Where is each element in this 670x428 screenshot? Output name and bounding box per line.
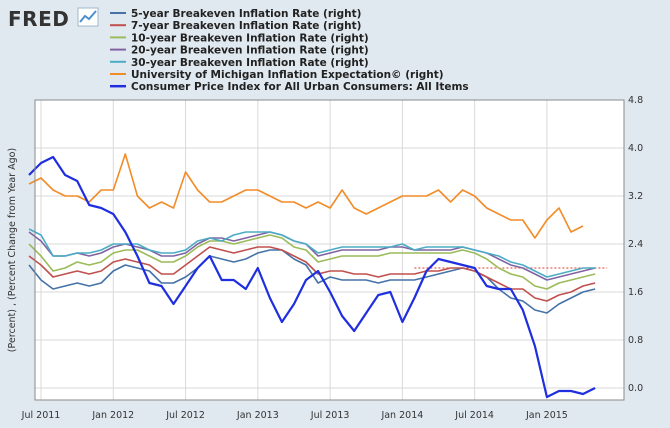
y-tick-label: 3.2 [628, 191, 643, 202]
y-tick-label: 2.4 [628, 239, 643, 250]
legend-entry: 7-year Breakeven Inflation Rate (right) [110, 20, 361, 32]
legend: 5-year Breakeven Inflation Rate (right)7… [110, 8, 469, 93]
legend-entry: Consumer Price Index for All Urban Consu… [110, 81, 469, 93]
legend-label: 7-year Breakeven Inflation Rate (right) [131, 20, 361, 32]
series-line-6 [28, 153, 584, 239]
series-line-3 [28, 234, 596, 290]
series-layer [28, 153, 596, 399]
x-tick-label: Jan 2013 [236, 410, 279, 421]
series-line-1 [28, 249, 596, 314]
y-tick-label: 1.6 [628, 287, 643, 298]
legend-label: 10-year Breakeven Inflation Rate (right) [131, 32, 369, 44]
x-tick-label: Jul 2014 [454, 410, 494, 421]
legend-label: 30-year Breakeven Inflation Rate (right) [131, 57, 369, 69]
series-line-2 [28, 246, 596, 302]
plot-frame [34, 99, 625, 401]
legend-entry: 30-year Breakeven Inflation Rate (right) [110, 57, 369, 69]
fred-logo[interactable]: FRED [8, 7, 99, 31]
legend-entry: 5-year Breakeven Inflation Rate (right) [110, 8, 361, 20]
legend-label: 5-year Breakeven Inflation Rate (right) [131, 8, 361, 20]
y-tick-label: 4.8 [628, 95, 643, 106]
legend-label: University of Michigan Inflation Expecta… [131, 69, 444, 81]
series-line-7 [28, 155, 596, 399]
y-tick-label: 0.0 [628, 383, 643, 394]
y-tick-label: 0.8 [628, 335, 643, 346]
legend-entry: 20-year Breakeven Inflation Rate (right) [110, 45, 369, 57]
legend-entry: 10-year Breakeven Inflation Rate (right) [110, 32, 369, 44]
legend-label: 20-year Breakeven Inflation Rate (right) [131, 45, 369, 57]
x-tick-label: Jul 2012 [165, 410, 205, 421]
legend-entry: University of Michigan Inflation Expecta… [110, 69, 444, 81]
x-tick-label: Jan 2015 [525, 410, 568, 421]
x-tick-label: Jan 2014 [380, 410, 423, 421]
axes: 0.0 0.8 1.6 2.4 3.2 4.0 4.8 Jul 2011 Jan 2012 Jul… [21, 95, 643, 421]
series-line-5 [28, 228, 596, 278]
x-tick-label: Jul 2013 [310, 410, 350, 421]
legend-label: Consumer Price Index for All Urban Consu… [131, 81, 469, 93]
fred-logo-graph-icon [77, 7, 99, 27]
x-tick-label: Jan 2012 [91, 410, 134, 421]
x-tick-label: Jul 2011 [21, 410, 61, 421]
y-tick-label: 4.0 [628, 143, 643, 154]
fred-logo-text: FRED [8, 7, 69, 31]
y-axis-label: (Percent) , (Percent Change from Year Ag… [7, 148, 18, 352]
